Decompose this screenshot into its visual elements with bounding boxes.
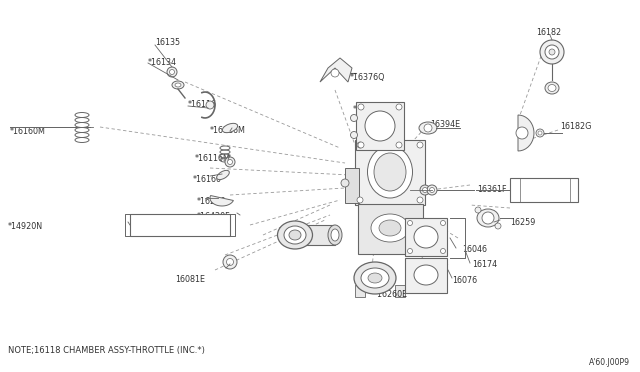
Bar: [395, 285, 405, 297]
Text: *16116M: *16116M: [195, 154, 231, 163]
Circle shape: [408, 248, 413, 253]
Text: 16361F: 16361F: [477, 185, 506, 194]
Text: 16174: 16174: [472, 260, 497, 269]
Text: *16116: *16116: [188, 100, 217, 109]
Polygon shape: [320, 58, 352, 82]
Circle shape: [475, 207, 481, 213]
Circle shape: [341, 179, 349, 187]
Circle shape: [227, 160, 232, 164]
Polygon shape: [210, 196, 234, 206]
Bar: [405, 218, 447, 256]
Ellipse shape: [368, 273, 382, 283]
Bar: [358, 204, 423, 254]
Ellipse shape: [331, 229, 339, 241]
Text: 16135: 16135: [155, 38, 180, 47]
Circle shape: [417, 197, 423, 203]
Circle shape: [516, 127, 528, 139]
Circle shape: [549, 49, 555, 55]
Circle shape: [429, 187, 435, 192]
Bar: [345, 168, 359, 203]
Circle shape: [420, 185, 430, 195]
Ellipse shape: [371, 214, 409, 242]
Circle shape: [227, 259, 234, 266]
Ellipse shape: [548, 84, 556, 92]
Circle shape: [422, 187, 428, 192]
Circle shape: [358, 104, 364, 110]
Ellipse shape: [365, 111, 395, 141]
Ellipse shape: [354, 262, 396, 294]
Circle shape: [206, 101, 214, 109]
Text: *16116M: *16116M: [210, 126, 246, 135]
Text: *16134: *16134: [148, 58, 177, 67]
Text: 16259: 16259: [510, 218, 536, 227]
Ellipse shape: [374, 153, 406, 191]
Polygon shape: [518, 115, 534, 151]
Ellipse shape: [477, 209, 499, 227]
Bar: [510, 178, 578, 202]
Circle shape: [357, 142, 363, 148]
Ellipse shape: [328, 225, 342, 245]
Circle shape: [351, 131, 358, 138]
Text: *16376Q: *16376Q: [350, 73, 385, 82]
Circle shape: [331, 69, 339, 77]
Ellipse shape: [414, 226, 438, 248]
Bar: [130, 214, 230, 236]
Text: *14920N: *14920N: [8, 222, 43, 231]
Text: 16081E: 16081E: [175, 275, 205, 284]
Ellipse shape: [289, 230, 301, 240]
Circle shape: [545, 45, 559, 59]
Bar: [356, 102, 404, 150]
Ellipse shape: [545, 82, 559, 94]
Text: *16160M: *16160M: [10, 127, 46, 136]
Text: 16076: 16076: [452, 276, 477, 285]
Ellipse shape: [284, 226, 306, 244]
Ellipse shape: [172, 81, 184, 89]
Circle shape: [417, 142, 423, 148]
Ellipse shape: [419, 122, 437, 134]
Text: *16160: *16160: [193, 175, 222, 184]
Circle shape: [482, 212, 494, 224]
Circle shape: [223, 255, 237, 269]
Circle shape: [440, 248, 445, 253]
Ellipse shape: [278, 221, 312, 249]
Bar: [295, 225, 335, 245]
Ellipse shape: [367, 146, 413, 198]
Text: *16144: *16144: [353, 105, 382, 114]
Circle shape: [495, 223, 501, 229]
Ellipse shape: [379, 220, 401, 236]
Circle shape: [225, 157, 235, 167]
Text: NOTE;16118 CHAMBER ASSY-THROTTLE (INC.*): NOTE;16118 CHAMBER ASSY-THROTTLE (INC.*): [8, 346, 205, 355]
Circle shape: [351, 115, 358, 122]
Circle shape: [396, 142, 402, 148]
Ellipse shape: [175, 83, 181, 87]
Bar: [405, 258, 447, 293]
Circle shape: [540, 40, 564, 64]
Text: A'60.J00P9: A'60.J00P9: [589, 358, 630, 367]
Circle shape: [358, 142, 364, 148]
Circle shape: [170, 70, 175, 74]
Bar: [355, 285, 365, 297]
Circle shape: [396, 104, 402, 110]
Ellipse shape: [217, 170, 229, 180]
Ellipse shape: [361, 268, 389, 288]
Text: 16394E: 16394E: [430, 120, 460, 129]
Circle shape: [424, 124, 432, 132]
Bar: [355, 140, 425, 205]
Text: *16236: *16236: [197, 197, 226, 206]
Circle shape: [427, 185, 437, 195]
Text: *16260E: *16260E: [374, 290, 408, 299]
Ellipse shape: [414, 265, 438, 285]
Text: *16420F: *16420F: [197, 212, 230, 221]
Circle shape: [440, 221, 445, 225]
Circle shape: [167, 67, 177, 77]
Circle shape: [357, 197, 363, 203]
Text: 16182: 16182: [536, 28, 561, 37]
Text: 16483: 16483: [538, 185, 563, 194]
Text: 16046: 16046: [462, 245, 487, 254]
Ellipse shape: [222, 124, 237, 133]
Text: 16182G: 16182G: [560, 122, 591, 131]
Circle shape: [536, 129, 544, 137]
Circle shape: [538, 131, 542, 135]
Circle shape: [408, 221, 413, 225]
